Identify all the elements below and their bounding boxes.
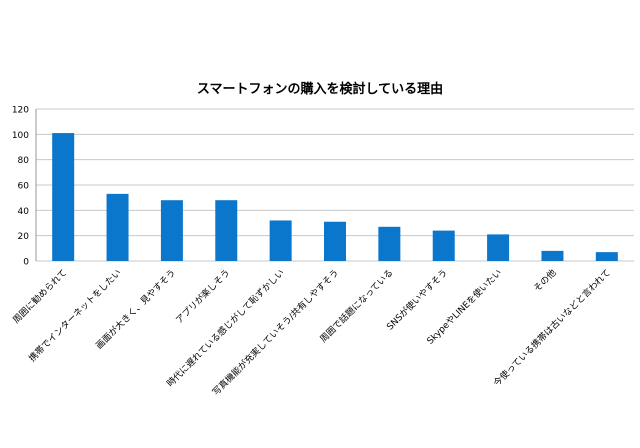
x-axis-labels: 周囲に勧められて携帯でインターネットをしたい画面が大きく、見やすそうアプリが楽し… [10,267,613,398]
y-tick-label: 20 [18,232,30,242]
bar [52,133,75,261]
bar [269,220,292,261]
x-tick-label: 周囲に勧められて [10,267,69,326]
bar [595,252,618,261]
bars [52,133,618,261]
x-tick-label: アプリが楽しそう [173,267,232,326]
bar [378,226,401,261]
y-axis: 0 20 40 60 80 100 120 [12,106,37,268]
chart-title: スマートフォンの購入を検討している理由 [196,82,444,97]
y-tick-label: 60 [18,182,30,192]
bar [324,221,346,261]
y-tick-label: 80 [18,156,30,166]
x-tick-label: その他 [531,267,559,295]
x-tick-label: 携帯でインターネットをしたい [26,267,124,365]
y-tick-label: 100 [12,131,29,141]
y-tick-label: 0 [23,258,29,268]
bar [432,230,455,261]
y-tick-label: 40 [18,207,30,217]
bar [160,200,183,261]
bar [487,234,510,261]
y-tick-label: 120 [12,106,29,116]
x-tick-label: 今使っている携帯は古いなどと言われて [491,267,613,389]
x-tick-label: 時代に遅れている感じがして恥ずかしい [164,267,287,390]
bar [106,193,129,261]
bar [541,250,564,261]
bar [215,200,238,261]
